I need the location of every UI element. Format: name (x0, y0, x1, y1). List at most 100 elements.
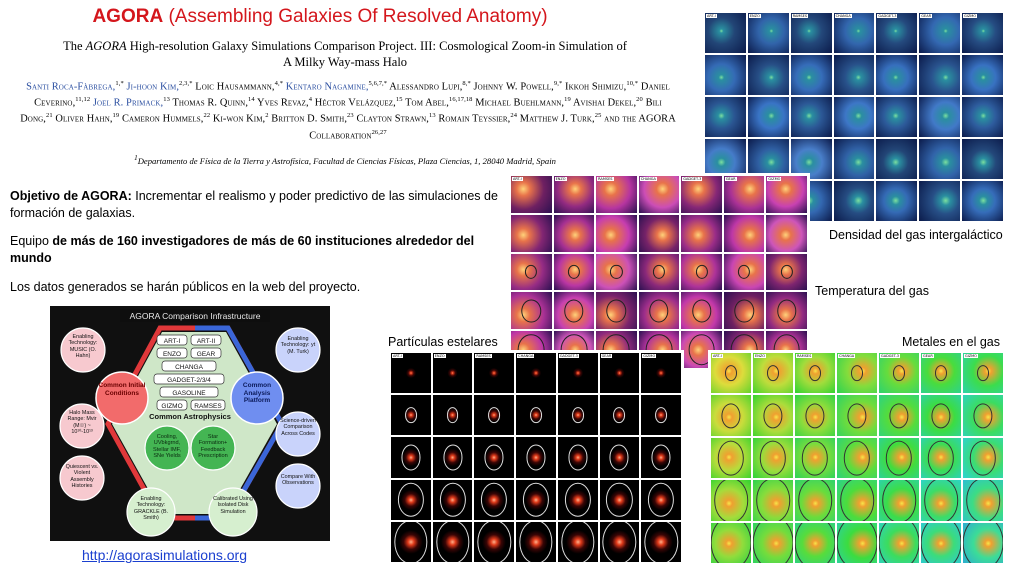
simulation-cell: GEAR (723, 176, 765, 213)
simulation-cell (711, 522, 751, 563)
simulation-cell (876, 55, 918, 95)
code-tag: GADGET-3 (558, 354, 579, 358)
simulation-cell (766, 214, 807, 252)
author-name: Yves Revaz, (254, 97, 309, 109)
author-name: Ikkoh Shimizu, (562, 81, 627, 93)
project-link[interactable]: http://agorasimulations.org (82, 547, 247, 563)
simulation-cell (747, 139, 789, 179)
objective-text: Incrementar el realismo y poder predicti… (10, 189, 498, 220)
author-affiliation-number: 26,27 (371, 128, 387, 136)
virial-circle (561, 521, 595, 562)
author-name: Cameron Hummels, (119, 113, 204, 125)
caption-gas-metals: Metales en el gas (902, 335, 1000, 349)
author-name: Loic Hausammann, (192, 81, 275, 93)
author-affiliation-number: 19 (112, 112, 120, 120)
simulation-cell: ART-I (711, 353, 751, 394)
simulation-cell (681, 292, 722, 330)
virial-circle (477, 521, 511, 562)
virial-circle (780, 264, 793, 280)
simulation-cell (795, 522, 835, 563)
author-name: Tom Abel, (402, 97, 449, 109)
simulation-cell (599, 479, 640, 520)
author-affiliation-number: 16,17,18 (448, 96, 473, 104)
simulation-cell (705, 139, 746, 179)
simulation-cell (599, 395, 640, 436)
author-name: Ki-won Kim, (210, 113, 266, 125)
virial-circle (522, 482, 550, 517)
simulation-cell (919, 139, 961, 179)
simulation-cell (711, 480, 751, 521)
panel-grid: ART-I ENZO RAMSES CHANGA GADGET-3 GEAR GIZMO (511, 176, 807, 368)
simulation-cell: ENZO (432, 353, 473, 394)
virial-circle (651, 444, 671, 471)
code-label: CHANGA (175, 364, 203, 371)
virial-circle (801, 440, 829, 476)
virial-circle (564, 299, 584, 323)
simulation-cell (962, 55, 1003, 95)
virial-circle (525, 264, 538, 280)
infrastructure-svg: AGORA Comparison Infrastructure ART-I AR… (50, 306, 330, 541)
simulation-cell: ART-I (705, 13, 746, 53)
bubble-yt: Enabling Technology: yt (M. Turk) (280, 336, 316, 355)
virial-circle (963, 522, 1003, 563)
simulation-cell (963, 395, 1003, 436)
code-tag: ART-I (392, 354, 403, 358)
simulation-cell (876, 97, 918, 137)
simulation-cell (596, 292, 637, 330)
virial-circle (805, 402, 825, 429)
stellar-particles-panel: ART-I ENZO RAMSES CHANGA GADGET-3 GEAR GIZMO (388, 350, 684, 565)
simulation-cell (790, 55, 832, 95)
simulation-cell: CHANGA (638, 176, 680, 213)
code-tag: GEAR (922, 354, 934, 358)
author-name: Santi Roca-Fàbrega, (26, 81, 116, 93)
virial-circle (927, 440, 955, 476)
simulation-cell: CHANGA (833, 13, 875, 53)
code-tag: ART-I (512, 177, 523, 181)
simulation-cell (921, 395, 961, 436)
virial-circle (753, 522, 793, 563)
simulation-cell (962, 97, 1003, 137)
affiliation-number: 1 (134, 154, 138, 162)
code-tag: GIZMO (964, 354, 978, 358)
simulation-cell (833, 181, 875, 221)
affiliation-text: Departamento de Física de la Tierra y As… (137, 155, 556, 166)
simulation-cell: GEAR (599, 353, 640, 394)
author-name: Johnny W. Powell, (470, 81, 554, 93)
simulation-cell: GADGET-3 (879, 353, 919, 394)
author-name: Héctor Velázquez, (312, 97, 396, 109)
right-hub-label: Common Analysis Platform (242, 382, 272, 404)
author-affiliation-number: 2,3,* (179, 80, 193, 87)
simulation-cell (432, 395, 473, 436)
simulation-cell (511, 253, 552, 291)
simulation-cell (641, 521, 681, 562)
simulation-cell (638, 214, 680, 252)
virial-circle (602, 521, 637, 562)
bubble-music: Enabling Technology: MUSIC (O. Hahn) (68, 334, 98, 359)
code-tag: ENZO (433, 354, 446, 358)
simulation-cell (553, 253, 595, 291)
simulation-cell: GIZMO (963, 353, 1003, 394)
virial-circle (481, 482, 508, 517)
virial-circle (397, 482, 424, 517)
code-tag: CHANGA (517, 354, 535, 358)
author-name: Bili Dong, (20, 97, 662, 125)
simulation-cell: CHANGA (516, 353, 556, 394)
infra-title: AGORA Comparison Infrastructure (130, 311, 261, 321)
simulation-cell: RAMSES (596, 176, 637, 213)
simulation-cell: GIZMO (641, 353, 681, 394)
author-affiliation-number: 25 (594, 112, 602, 120)
code-tag: RAMSES (475, 354, 492, 358)
public-data-paragraph: Los datos generados se harán públicos en… (10, 280, 361, 294)
author-affiliation-number: 20 (636, 96, 643, 104)
simulation-cell: CHANGA (837, 353, 877, 394)
simulation-cell: GIZMO (962, 13, 1003, 53)
virial-circle (484, 444, 504, 471)
simulation-cell (516, 437, 556, 478)
virial-circle (435, 521, 470, 562)
virial-circle (837, 522, 877, 563)
virial-circle (571, 407, 584, 424)
simulation-cell: RAMSES (790, 13, 832, 53)
simulation-cell: ART-I (511, 176, 552, 213)
code-tag: GADGET-3 (682, 177, 703, 181)
code-label: GIZMO (161, 403, 182, 410)
